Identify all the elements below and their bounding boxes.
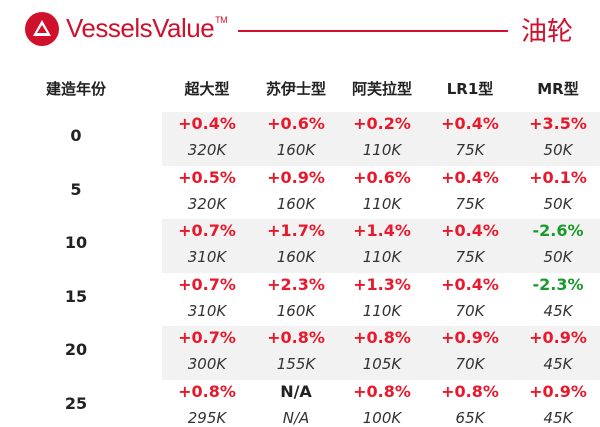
value-cell: 300K: [187, 355, 227, 373]
value-cell: N/A: [282, 408, 310, 427]
change-cell: +0.8%: [267, 328, 325, 347]
vesselsvalue-logo-icon: [25, 12, 59, 46]
value-cell: 75K: [455, 141, 485, 159]
value-cell: 320K: [187, 141, 227, 159]
row-band: [162, 219, 600, 273]
value-cell: 70K: [455, 301, 485, 320]
change-cell: +0.9%: [529, 381, 587, 401]
build-year: 20: [64, 340, 88, 359]
value-cell: 160K: [276, 301, 316, 320]
value-cell: 50K: [543, 194, 573, 213]
value-cell: 110K: [362, 141, 402, 159]
change-cell: +0.8%: [353, 381, 411, 401]
change-cell: +0.1%: [529, 167, 587, 187]
value-cell: 295K: [187, 408, 227, 427]
change-cell: +0.9%: [267, 167, 325, 187]
change-cell: +0.7%: [178, 274, 236, 294]
change-cell: +0.7%: [178, 328, 236, 347]
change-cell: +0.7%: [178, 221, 236, 240]
value-cell: 110K: [362, 194, 402, 213]
build-year: 25: [64, 393, 88, 413]
value-cell: 70K: [455, 355, 485, 373]
value-cell: 160K: [276, 248, 316, 266]
value-cell: 45K: [543, 408, 573, 427]
build-year: 5: [70, 179, 82, 199]
value-cell: 310K: [187, 301, 227, 320]
header: VesselsValueTM 油轮: [0, 0, 600, 62]
change-cell: +0.4%: [441, 114, 499, 133]
change-cell: +0.6%: [267, 114, 325, 133]
value-cell: 320K: [187, 194, 227, 213]
value-cell: 110K: [362, 248, 402, 266]
change-cell: +0.8%: [441, 381, 499, 401]
change-cell: +0.4%: [178, 114, 236, 133]
column-header: 超大型: [184, 80, 230, 98]
value-cell: 75K: [455, 248, 485, 266]
change-cell: +1.4%: [353, 221, 411, 240]
value-cell: 50K: [543, 248, 573, 266]
value-cell: 50K: [543, 141, 573, 159]
value-cell: 45K: [543, 355, 573, 373]
column-header: LR1型: [446, 80, 494, 98]
build-year: 0: [70, 126, 82, 145]
year-header: 建造年份: [45, 80, 106, 98]
change-cell: +0.9%: [529, 328, 587, 347]
header-rule: [238, 30, 508, 32]
brand-name: VesselsValueTM: [66, 13, 228, 43]
change-cell: +1.7%: [267, 221, 325, 240]
change-cell: +2.3%: [267, 274, 325, 294]
column-header: 阿芙拉型: [351, 80, 412, 98]
change-cell: +0.4%: [441, 167, 499, 187]
change-cell: +0.4%: [441, 221, 499, 240]
value-cell: 160K: [276, 141, 316, 159]
build-year: 10: [64, 233, 88, 252]
change-cell: +0.9%: [441, 328, 499, 347]
value-cell: 110K: [362, 301, 402, 320]
value-cell: 65K: [455, 408, 485, 427]
value-cell: 100K: [362, 408, 402, 427]
column-header: 苏伊士型: [265, 80, 326, 98]
column-header: MR型: [537, 80, 579, 98]
change-cell: +0.8%: [178, 381, 236, 401]
section-title: 油轮: [521, 17, 574, 47]
row-band: [162, 112, 600, 166]
change-cell: -2.3%: [532, 274, 584, 294]
value-cell: 310K: [187, 248, 227, 266]
value-cell: 75K: [455, 194, 485, 213]
value-cell: 155K: [276, 355, 316, 373]
change-cell: +1.3%: [353, 274, 411, 294]
change-cell: +0.8%: [353, 328, 411, 347]
change-cell: +0.4%: [441, 274, 499, 294]
value-cell: 45K: [543, 301, 573, 320]
row-band: [162, 326, 600, 380]
change-cell: +0.5%: [178, 167, 236, 187]
change-cell: +3.5%: [529, 114, 587, 133]
change-cell: +0.6%: [353, 167, 411, 187]
build-year: 15: [64, 286, 88, 306]
change-cell: -2.6%: [532, 221, 584, 240]
change-cell: N/A: [280, 381, 312, 401]
change-cell: +0.2%: [353, 114, 411, 133]
value-cell: 105K: [362, 355, 402, 373]
value-cell: 160K: [276, 194, 316, 213]
